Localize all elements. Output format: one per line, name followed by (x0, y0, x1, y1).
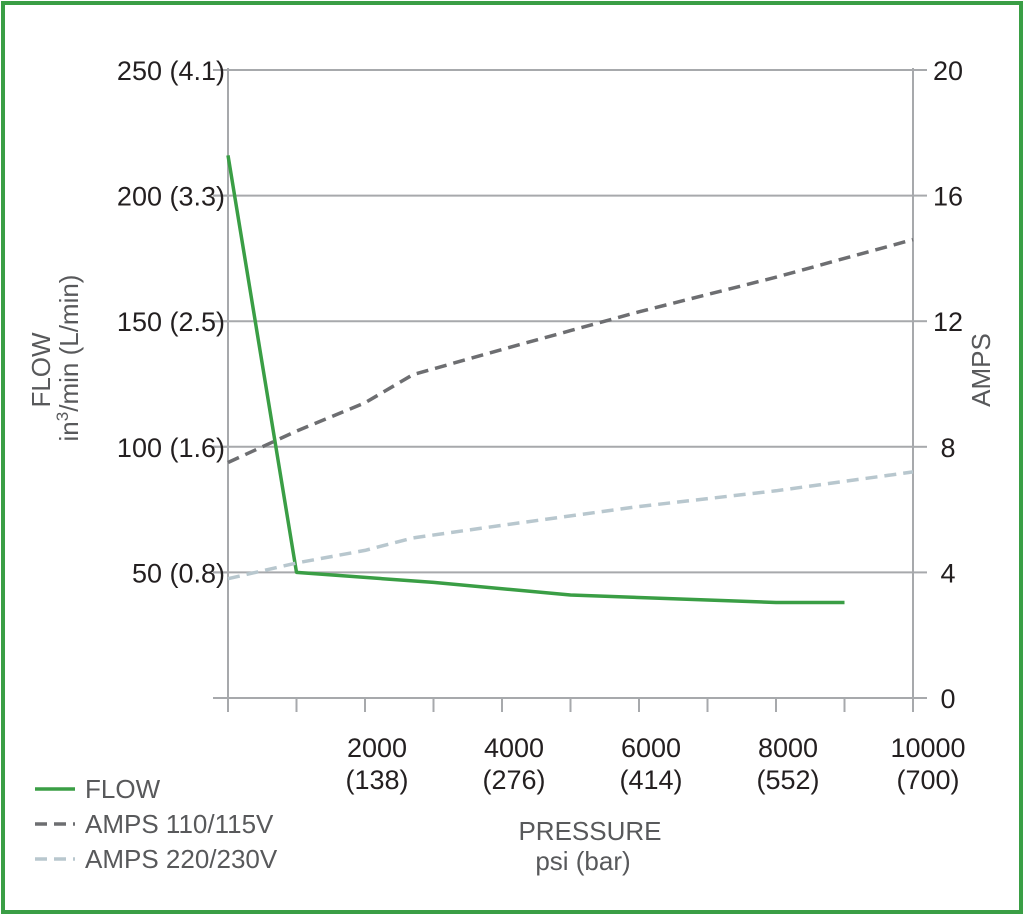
x-tick-sublabel-8000: (552) (756, 765, 819, 795)
series-line-1 (227, 237, 914, 465)
left-tick-label-50: 50 (0.8) (132, 558, 225, 588)
series-line-2 (227, 470, 914, 581)
x-tick-sublabel-6000: (414) (619, 765, 682, 795)
x-tick-label-4000: 4000 (484, 733, 544, 763)
x-tick-sublabel-2000: (138) (345, 765, 408, 795)
right-tick-label-20: 20 (933, 56, 963, 86)
left-tick-label-200: 200 (3.3) (117, 182, 225, 212)
x-tick-label-2000: 2000 (347, 733, 407, 763)
right-tick-label-16: 16 (933, 182, 963, 212)
series-line-0 (226, 155, 845, 605)
right-tick-label-0: 0 (940, 684, 955, 714)
x-tick-sublabel-10000: (700) (896, 765, 959, 795)
right-tick-label-4: 4 (940, 558, 955, 588)
x-axis-title: PRESSURE (518, 816, 661, 846)
legend: FLOW AMPS 110/115V AMPS 220/230V (35, 774, 278, 874)
left-axis-unit: in3/min (L/min) (53, 275, 84, 442)
x-tick-label-10000: 10000 (890, 733, 965, 763)
x-tick-label-6000: 6000 (621, 733, 681, 763)
left-tick-label-100: 100 (1.6) (117, 433, 225, 463)
x-tick-label-8000: 8000 (758, 733, 818, 763)
legend-label-1: AMPS 110/115V (85, 809, 274, 839)
x-tick-sublabel-4000: (276) (482, 765, 545, 795)
grid-lines (213, 69, 913, 699)
axes (213, 68, 927, 712)
left-tick-label-150: 150 (2.5) (117, 307, 225, 337)
x-axis-unit: psi (bar) (535, 846, 630, 876)
left-axis-title: FLOW (26, 332, 56, 408)
right-axis-title: AMPS (966, 333, 996, 407)
tick-labels: 50 (0.8) 100 (1.6) 150 (2.5) 200 (3.3) 250 (… (117, 56, 966, 795)
right-tick-label-8: 8 (940, 433, 955, 463)
x-axis-title-group: PRESSURE psi (bar) (518, 816, 661, 876)
left-tick-label-250: 250 (4.1) (117, 56, 225, 86)
legend-label-0: FLOW (85, 774, 161, 804)
legend-label-2: AMPS 220/230V (85, 844, 278, 874)
data-series (226, 155, 914, 605)
right-tick-label-12: 12 (933, 307, 963, 337)
left-axis-title-group: FLOW in3/min (L/min) (26, 275, 84, 442)
